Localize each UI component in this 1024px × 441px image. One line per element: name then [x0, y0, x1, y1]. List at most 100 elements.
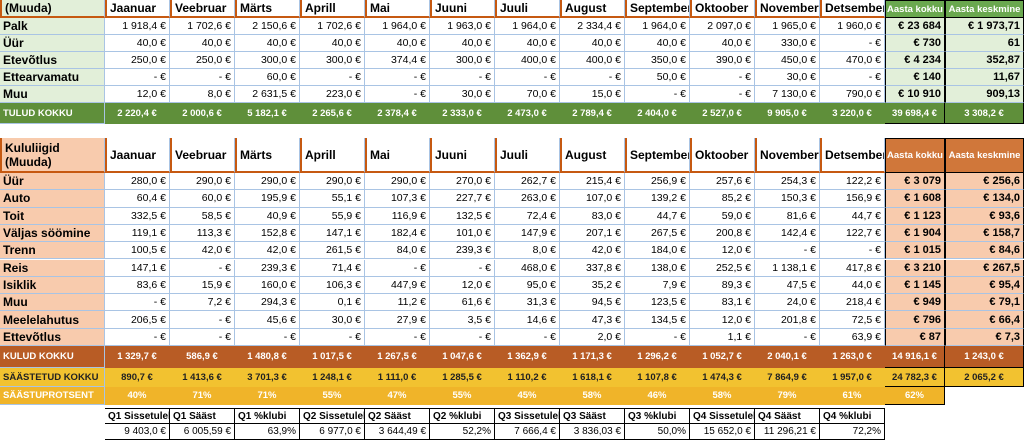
value-cell: 44,7 € — [625, 207, 690, 225]
value-cell: 40,0 € — [105, 35, 170, 52]
value-cell: 470,0 € — [820, 52, 885, 69]
quarter-value: 6 005,59 € — [170, 424, 235, 440]
row-label: Auto — [0, 190, 105, 208]
value-cell: 147,1 € — [105, 259, 170, 277]
total-cell: 1 052,7 € — [690, 346, 755, 368]
value-cell: 250,0 € — [105, 52, 170, 69]
column-header: Kululiigid (Muuda) — [0, 138, 105, 173]
value-cell: 40,0 € — [625, 35, 690, 52]
value-cell: 142,4 € — [755, 224, 820, 243]
value-cell: 350,0 € — [625, 52, 690, 69]
value-cell: 257,6 € — [690, 173, 755, 191]
value-cell: 50,0 € — [625, 69, 690, 86]
total-cell: 2 333,0 € — [430, 103, 495, 124]
value-cell: 263,0 € — [495, 190, 560, 208]
total-cell: 1 957,0 € — [820, 368, 885, 387]
value-cell: 1 964,0 € — [495, 18, 560, 35]
total-cell: 79% — [755, 387, 820, 405]
value-cell: 300,0 € — [300, 52, 365, 69]
value-cell: € 93,6 — [945, 207, 1024, 225]
value-cell: 447,9 € — [365, 276, 430, 295]
value-cell: € 158,7 — [945, 224, 1024, 243]
value-cell: 47,3 € — [560, 311, 625, 329]
total-cell: 71% — [170, 387, 235, 405]
value-cell: 106,3 € — [300, 276, 365, 295]
value-cell: 290,0 € — [300, 173, 365, 191]
value-cell: 352,87 — [945, 52, 1024, 69]
value-cell: 85,2 € — [690, 190, 755, 208]
value-cell: 58,5 € — [170, 207, 235, 225]
value-cell: 107,0 € — [560, 190, 625, 208]
column-header: Juuni — [430, 0, 495, 18]
value-cell: 119,1 € — [105, 224, 170, 243]
value-cell: 2 334,4 € — [560, 18, 625, 35]
value-cell: - € — [365, 86, 430, 103]
value-cell: - € — [170, 328, 235, 346]
value-cell: 35,2 € — [560, 276, 625, 295]
total-cell: 1 296,2 € — [625, 346, 690, 368]
value-cell: 262,7 € — [495, 173, 560, 191]
value-cell: 1 918,4 € — [105, 18, 170, 35]
value-cell: 390,0 € — [690, 52, 755, 69]
value-cell: 2 097,0 € — [690, 18, 755, 35]
value-cell: 45,6 € — [235, 311, 300, 329]
total-cell: 14 916,1 € — [885, 346, 945, 368]
value-cell: 215,4 € — [560, 173, 625, 191]
total-label: KULUD KOKKU — [0, 346, 105, 368]
value-cell: 2,0 € — [560, 328, 625, 346]
total-cell: 47% — [365, 387, 430, 405]
total-cell: 7 864,9 € — [755, 368, 820, 387]
column-header: August — [560, 138, 625, 173]
quarter-value: 6 977,0 € — [300, 424, 365, 440]
value-cell: 400,0 € — [495, 52, 560, 69]
value-cell: 95,0 € — [495, 276, 560, 295]
value-cell: 195,9 € — [235, 190, 300, 208]
value-cell: - € — [625, 86, 690, 103]
total-cell: 1 474,3 € — [690, 368, 755, 387]
total-cell: 58% — [690, 387, 755, 405]
row-label: Meelelahutus — [0, 311, 105, 329]
value-cell: 122,2 € — [820, 173, 885, 191]
value-cell: - € — [170, 311, 235, 329]
value-cell: 100,5 € — [105, 242, 170, 260]
value-cell: 31,3 € — [495, 294, 560, 312]
quarter-value: 3 644,49 € — [365, 424, 430, 440]
value-cell: 206,5 € — [105, 311, 170, 329]
quarter-value: 7 666,4 € — [495, 424, 560, 440]
quarter-header: Q1 Sissetulek — [105, 408, 170, 424]
column-header: Detsember — [820, 138, 885, 173]
total-cell: 2 404,0 € — [625, 103, 690, 124]
value-cell: 81,6 € — [755, 207, 820, 225]
value-cell: € 4 234 — [885, 52, 945, 69]
value-cell: 40,0 € — [170, 35, 235, 52]
value-cell: 83,0 € — [560, 207, 625, 225]
total-cell: 3 220,0 € — [820, 103, 885, 124]
value-cell: 42,0 € — [170, 242, 235, 260]
value-cell: - € — [365, 69, 430, 86]
value-cell: 61,6 € — [430, 294, 495, 312]
row-label: Ettevõtlus — [0, 328, 105, 346]
value-cell: 11,67 — [945, 69, 1024, 86]
total-label: TULUD KOKKU — [0, 103, 105, 124]
value-cell: 254,3 € — [755, 173, 820, 191]
quarter-value: 9 403,0 € — [105, 424, 170, 440]
quarter-header: Q3 Sissetulek — [495, 408, 560, 424]
value-cell: 909,13 — [945, 86, 1024, 103]
value-cell: - € — [430, 328, 495, 346]
value-cell: € 79,1 — [945, 294, 1024, 312]
quarter-header: Q4 %klubi — [820, 408, 885, 424]
value-cell: € 140 — [885, 69, 945, 86]
value-cell: 84,0 € — [365, 242, 430, 260]
value-cell: 1 964,0 € — [365, 18, 430, 35]
value-cell: 1 964,0 € — [625, 18, 690, 35]
total-cell: 2 378,4 € — [365, 103, 430, 124]
value-cell: 24,0 € — [755, 294, 820, 312]
column-header: Oktoober — [690, 138, 755, 173]
total-cell: 1 263,0 € — [820, 346, 885, 368]
value-cell: 8,0 € — [170, 86, 235, 103]
column-header: (Muuda) — [0, 0, 105, 18]
value-cell: 1 960,0 € — [820, 18, 885, 35]
quarter-header: Q2 Sissetulek — [300, 408, 365, 424]
value-cell: € 1 015 — [885, 242, 945, 260]
value-cell: 182,4 € — [365, 224, 430, 243]
